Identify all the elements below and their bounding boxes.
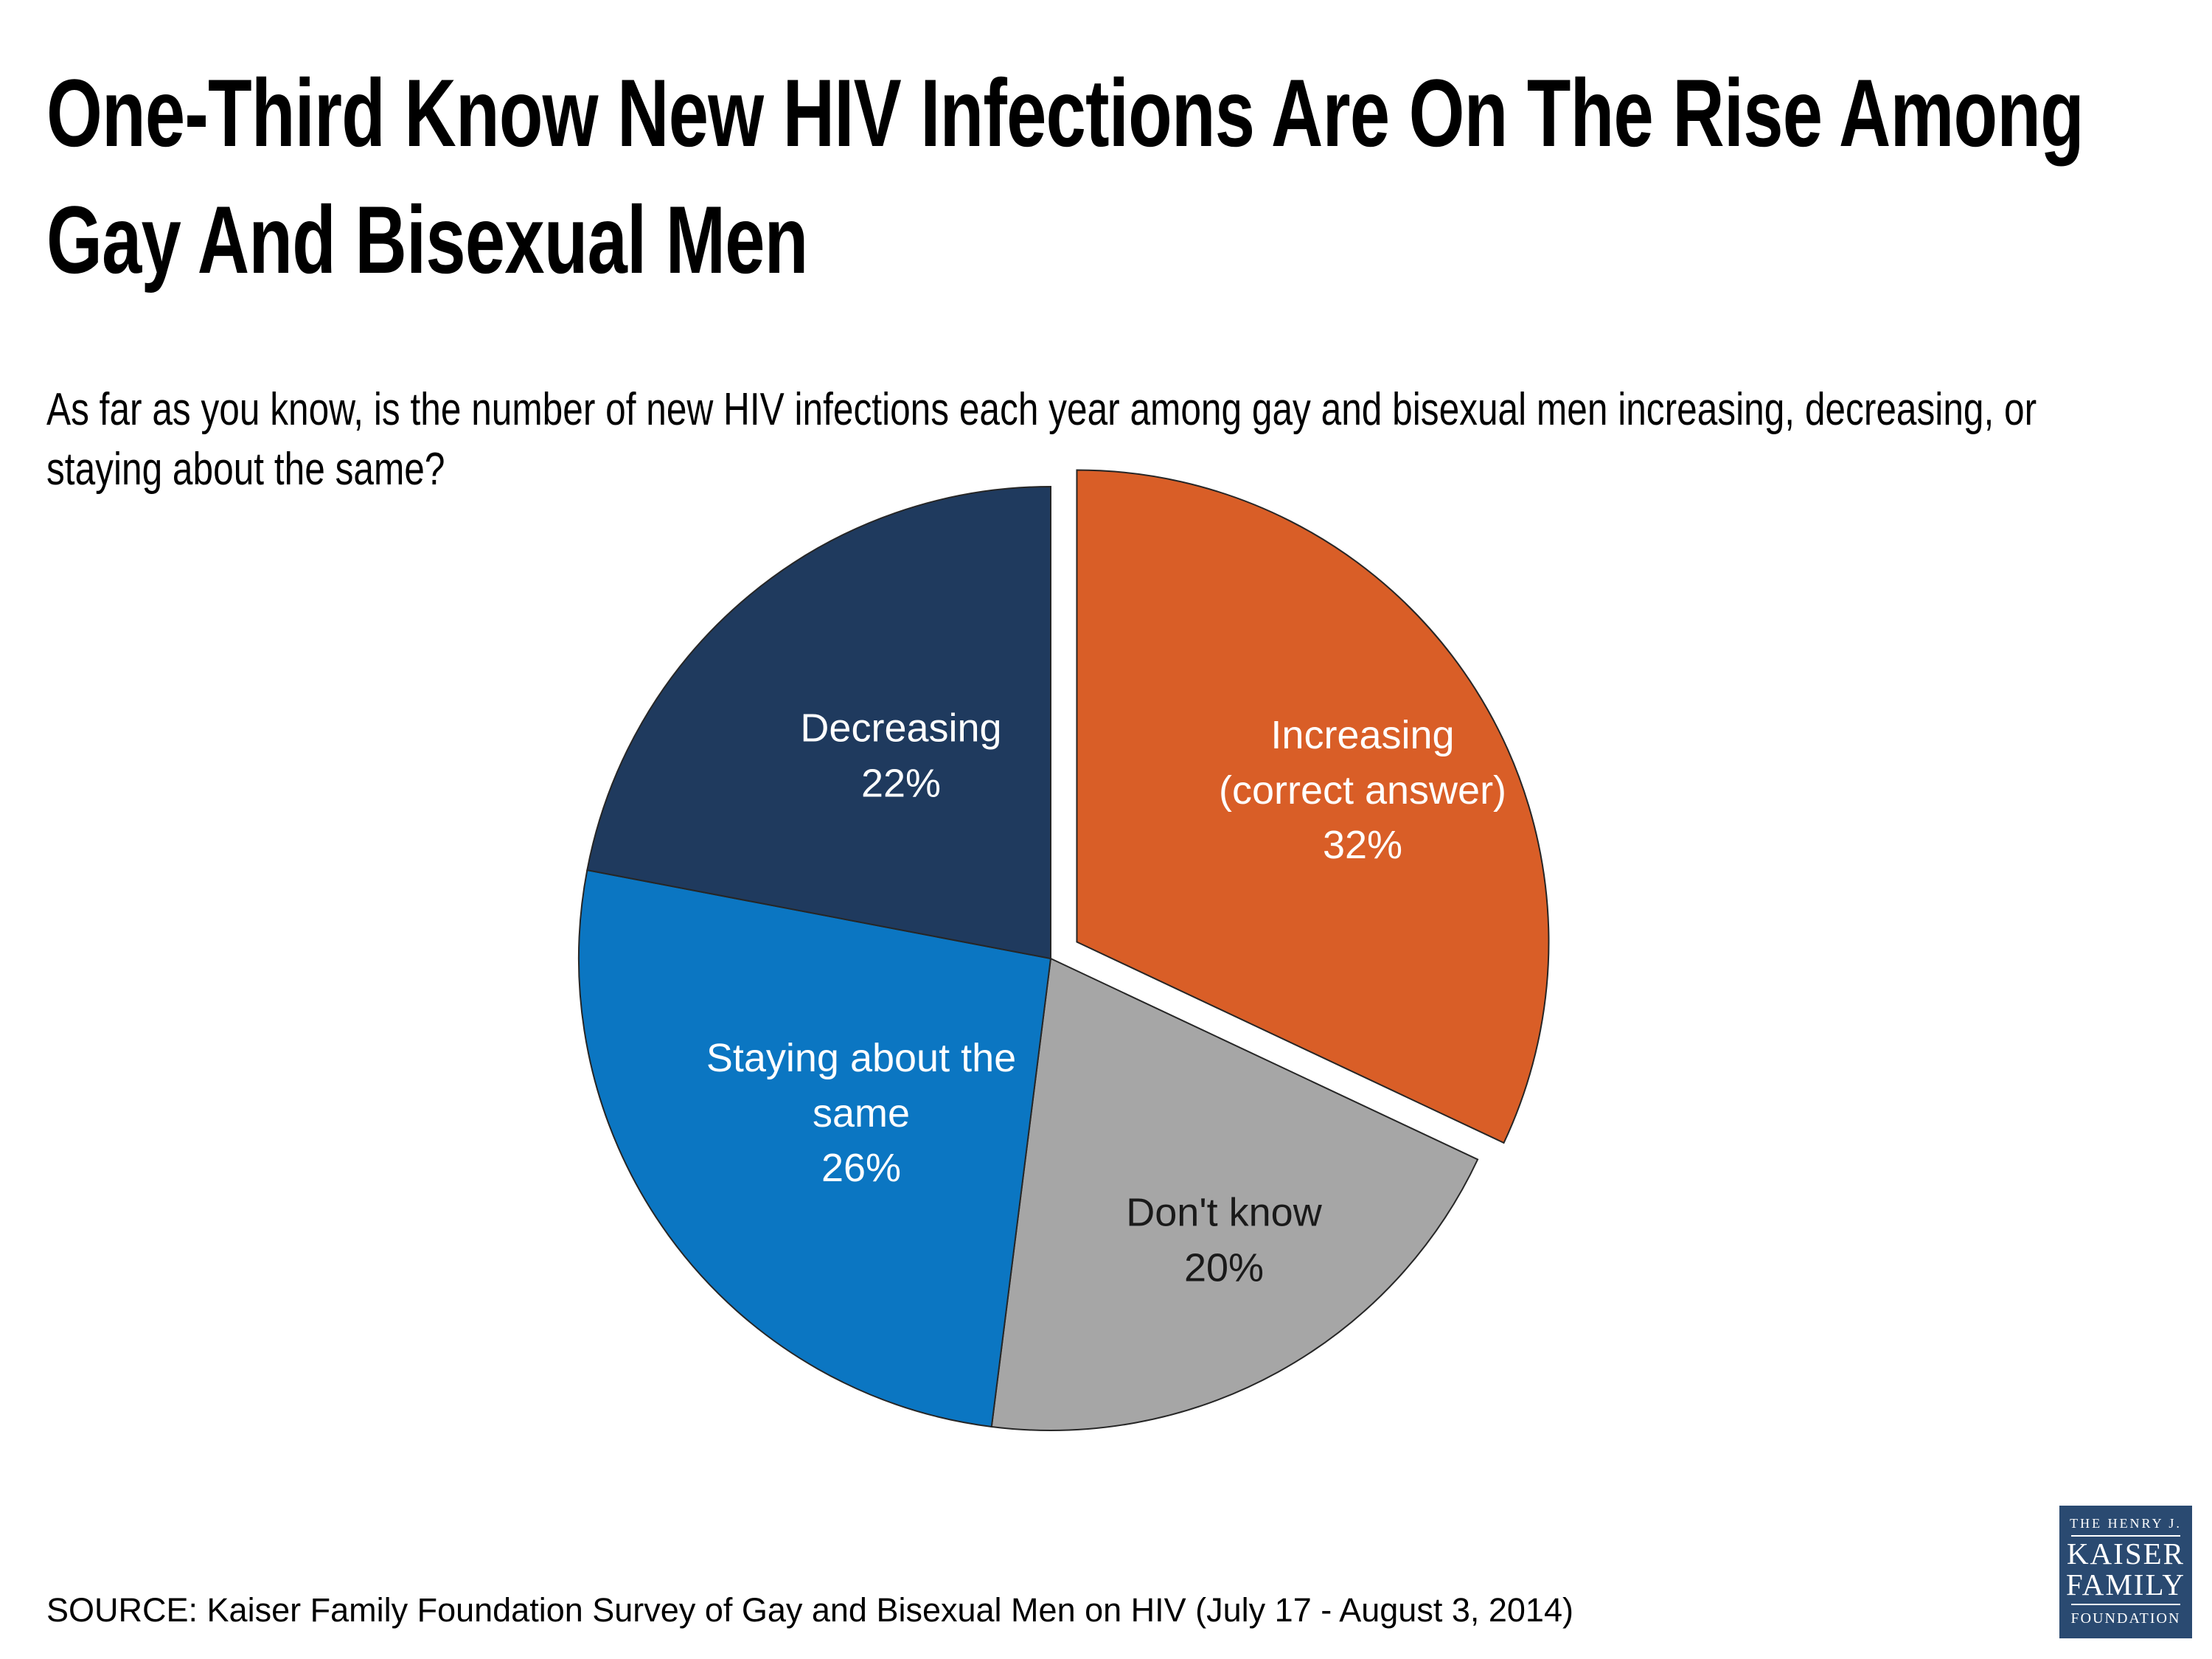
kff-logo-line3: FAMILY: [2065, 1567, 2186, 1601]
kff-logo-rule-top: [2071, 1534, 2180, 1537]
survey-question: As far as you know, is the number of new…: [46, 384, 2037, 495]
source-note: SOURCE: Kaiser Family Foundation Survey …: [46, 1591, 1573, 1629]
pie-slice-0: [1076, 469, 1550, 1144]
pie-slice-1: [990, 957, 1479, 1431]
slice-label-decreasing: Decreasing 22%: [800, 706, 1002, 805]
page-title: One-Third Know New HIV Infections Are On…: [46, 59, 2084, 293]
pie-slice-3: [586, 485, 1051, 960]
slice-label-increasing: Increasing (correct answer) 32%: [1218, 713, 1507, 868]
kff-logo-line2: KAISER: [2066, 1536, 2185, 1571]
pie-slice-2: [578, 869, 1052, 1428]
slice-label-staying-same: Staying about the same 26%: [706, 1036, 1017, 1191]
kff-logo-rule-bottom: [2071, 1604, 2180, 1606]
kff-logo: THE HENRY J. KAISER FAMILY FOUNDATION: [2059, 1506, 2192, 1638]
slice-label-dont-know: Don't know 20%: [1126, 1190, 1322, 1290]
kff-logo-line4: FOUNDATION: [2070, 1610, 2181, 1627]
kff-logo-line1: THE HENRY J.: [2070, 1516, 2182, 1531]
